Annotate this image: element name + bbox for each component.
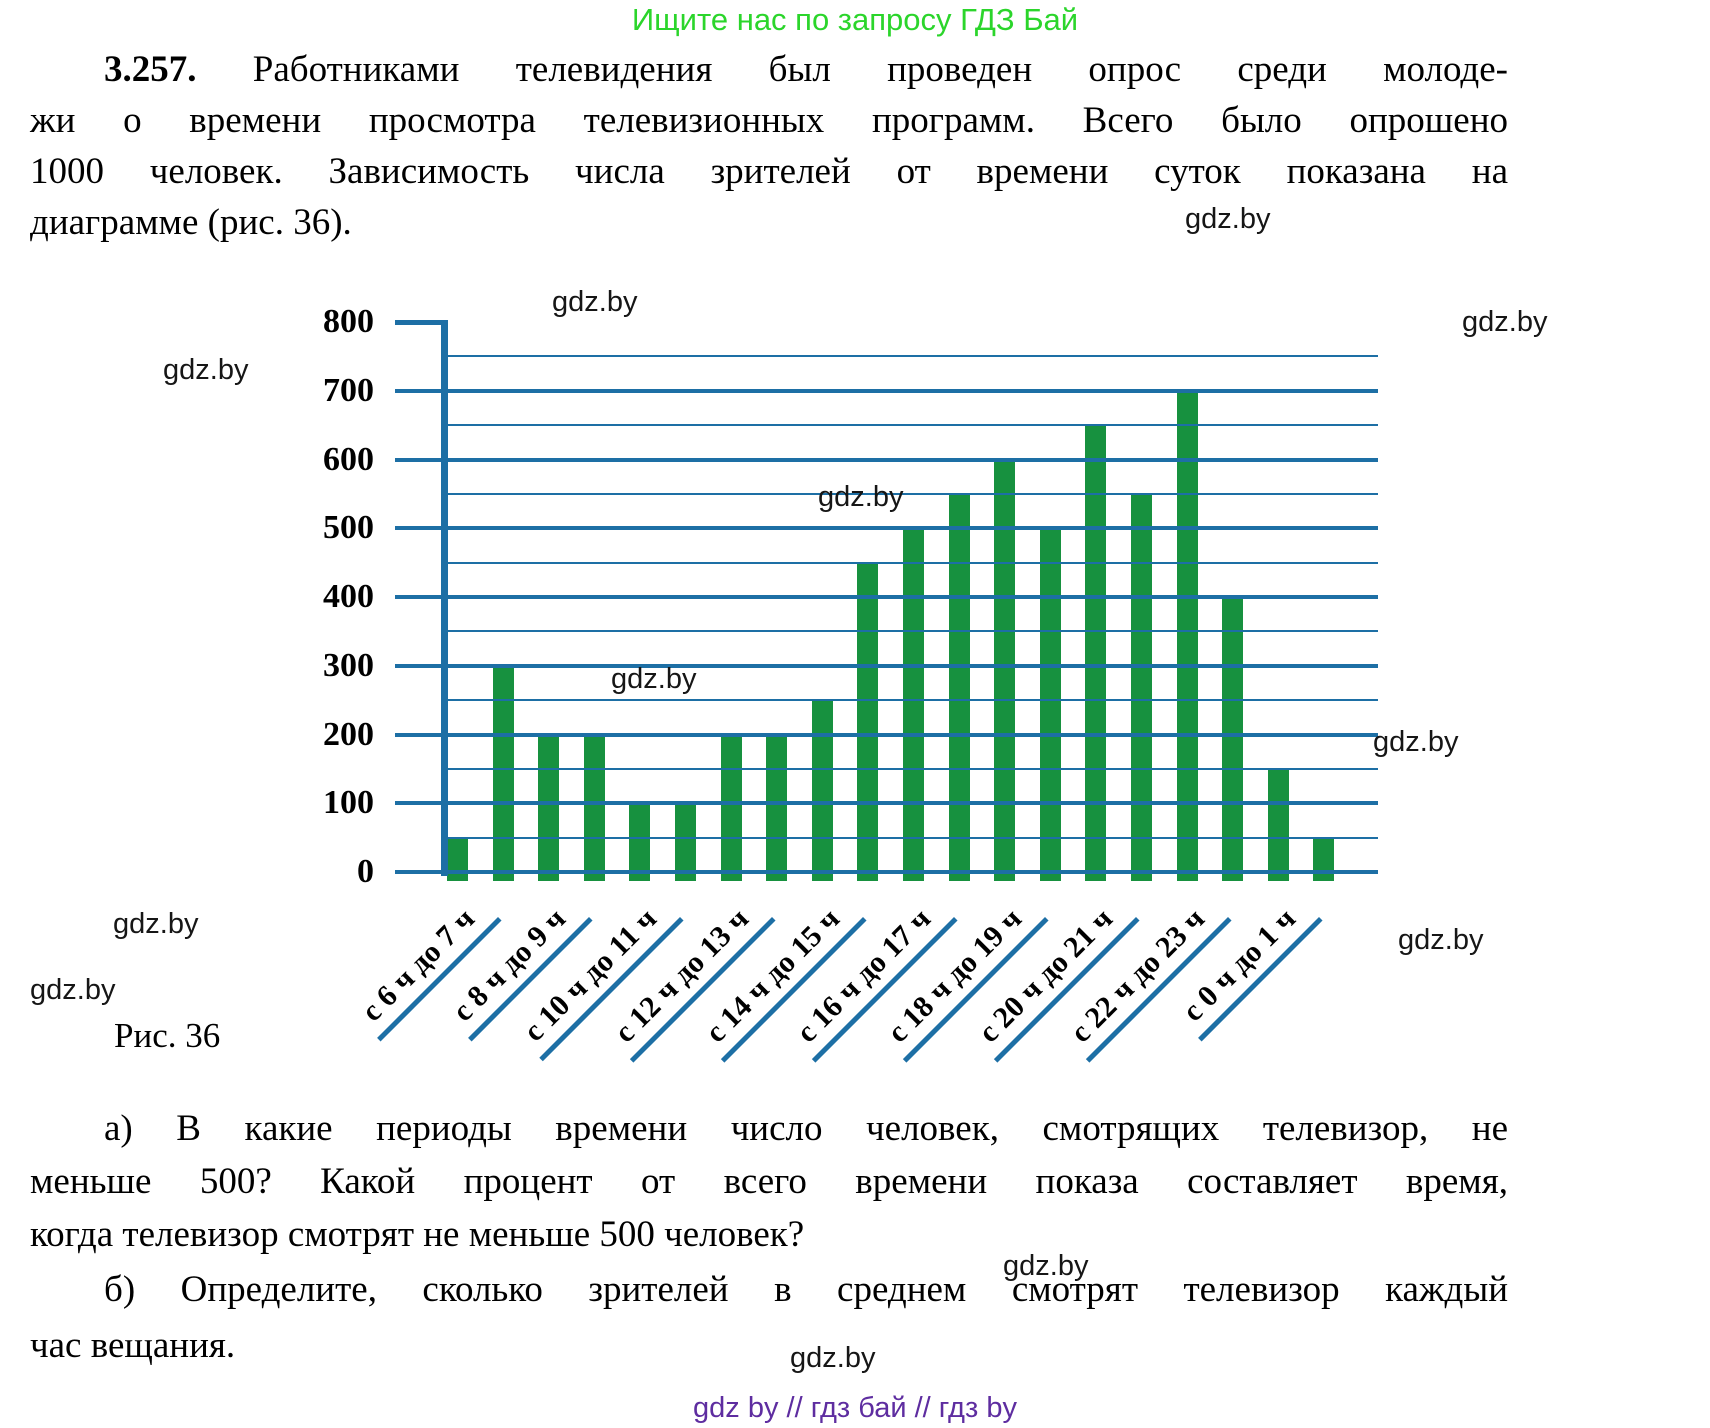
chart-bar [720, 734, 742, 881]
header-banner: Ищите нас по запросу ГДЗ Бай [631, 2, 1079, 37]
y-axis-label: 400 [323, 578, 374, 615]
chart-bar [903, 528, 924, 881]
watermark: gdz.by [113, 908, 199, 940]
grid-line-major [395, 457, 1378, 462]
question-a: а) В какие периоды времени число человек… [30, 1102, 1508, 1261]
y-axis-label: 800 [323, 303, 374, 340]
y-axis-label: 300 [323, 646, 374, 684]
chart-bar [538, 734, 560, 881]
chart-bar [994, 459, 1016, 881]
grid-line-major [395, 595, 1378, 599]
problem-line-3: 1000 человек. Зависимость числа зрителей… [30, 151, 1508, 192]
grid-line-major [395, 801, 1378, 806]
y-axis-label: 600 [323, 440, 374, 478]
grid-line-major [395, 870, 1378, 874]
problem-line-1-text: Работниками телевидения был проведен опр… [196, 49, 1508, 90]
chart-bar [948, 493, 970, 881]
figure-caption: Рис. 36 [114, 1016, 221, 1055]
grid-line-minor [448, 699, 1378, 702]
question-b: б) Определите, сколько зрителей в средне… [30, 1262, 1508, 1374]
grid-line-minor [448, 767, 1378, 770]
y-axis-label: 200 [323, 715, 374, 753]
chart-bar [492, 665, 514, 881]
grid-line-major [395, 732, 1378, 737]
chart-bar [629, 803, 651, 881]
chart-bar [447, 837, 468, 881]
problem-line-1: 3.257. Работниками телевидения был прове… [30, 44, 1508, 95]
grid-line-minor [448, 355, 1378, 358]
question-b-line-1: б) Определите, сколько зрителей в средне… [104, 1269, 1508, 1310]
watermark: gdz.by [818, 481, 904, 513]
question-a-line-2: меньше 500? Какой процент от всего време… [30, 1161, 1508, 1202]
y-axis-top-tick [395, 320, 448, 325]
chart-bar [766, 734, 788, 881]
watermark: gdz.by [1462, 306, 1548, 338]
grid-line-minor [448, 492, 1378, 495]
watermark: gdz.by [790, 1342, 876, 1374]
chart-bar [583, 734, 605, 881]
problem-line-4: диаграмме (рис. 36). [30, 202, 352, 243]
chart-bar [857, 562, 879, 881]
grid-line-major [395, 526, 1378, 531]
grid-line-minor [448, 630, 1378, 633]
problem-number: 3.257. [104, 49, 197, 90]
problem-statement: 3.257. Работниками телевидения был прове… [30, 44, 1508, 248]
footer-links: gdz by // гдз бай // гдз by [693, 1392, 1017, 1424]
watermark: gdz.by [1398, 924, 1484, 956]
y-axis-label: 500 [323, 509, 374, 547]
question-a-line-3: когда телевизор смотрят не меньше 500 че… [30, 1214, 805, 1255]
watermark: gdz.by [552, 286, 638, 318]
grid-line-major [395, 663, 1378, 668]
chart-bar [1267, 768, 1289, 881]
chart-bar [1039, 528, 1061, 881]
y-axis-line [441, 320, 448, 876]
chart-bar [1176, 390, 1198, 881]
chart-bar [675, 803, 696, 881]
grid-line-minor [448, 836, 1378, 839]
watermark: gdz.by [163, 354, 249, 386]
chart-bar [1222, 597, 1244, 881]
grid-line-minor [448, 424, 1378, 427]
watermark: gdz.by [1185, 203, 1271, 235]
watermark: gdz.by [1373, 726, 1459, 758]
chart-bar [1313, 837, 1335, 881]
question-b-line-2: час вещания. [30, 1325, 236, 1366]
chart-bar [811, 700, 833, 881]
watermark: gdz.by [611, 663, 697, 695]
y-axis-label: 700 [323, 371, 374, 409]
chart-bar [1085, 425, 1107, 881]
chart-bar [1131, 493, 1152, 881]
y-axis-label: 100 [323, 784, 374, 822]
question-a-line-1: а) В какие периоды времени число человек… [104, 1108, 1508, 1149]
grid-line-major [395, 388, 1378, 393]
watermark: gdz.by [30, 974, 116, 1006]
watermark: gdz.by [1003, 1250, 1089, 1282]
problem-line-2: жи о времени просмотра телевизионных про… [30, 100, 1508, 141]
grid-line-minor [448, 561, 1378, 564]
y-axis-label: 0 [357, 853, 374, 890]
